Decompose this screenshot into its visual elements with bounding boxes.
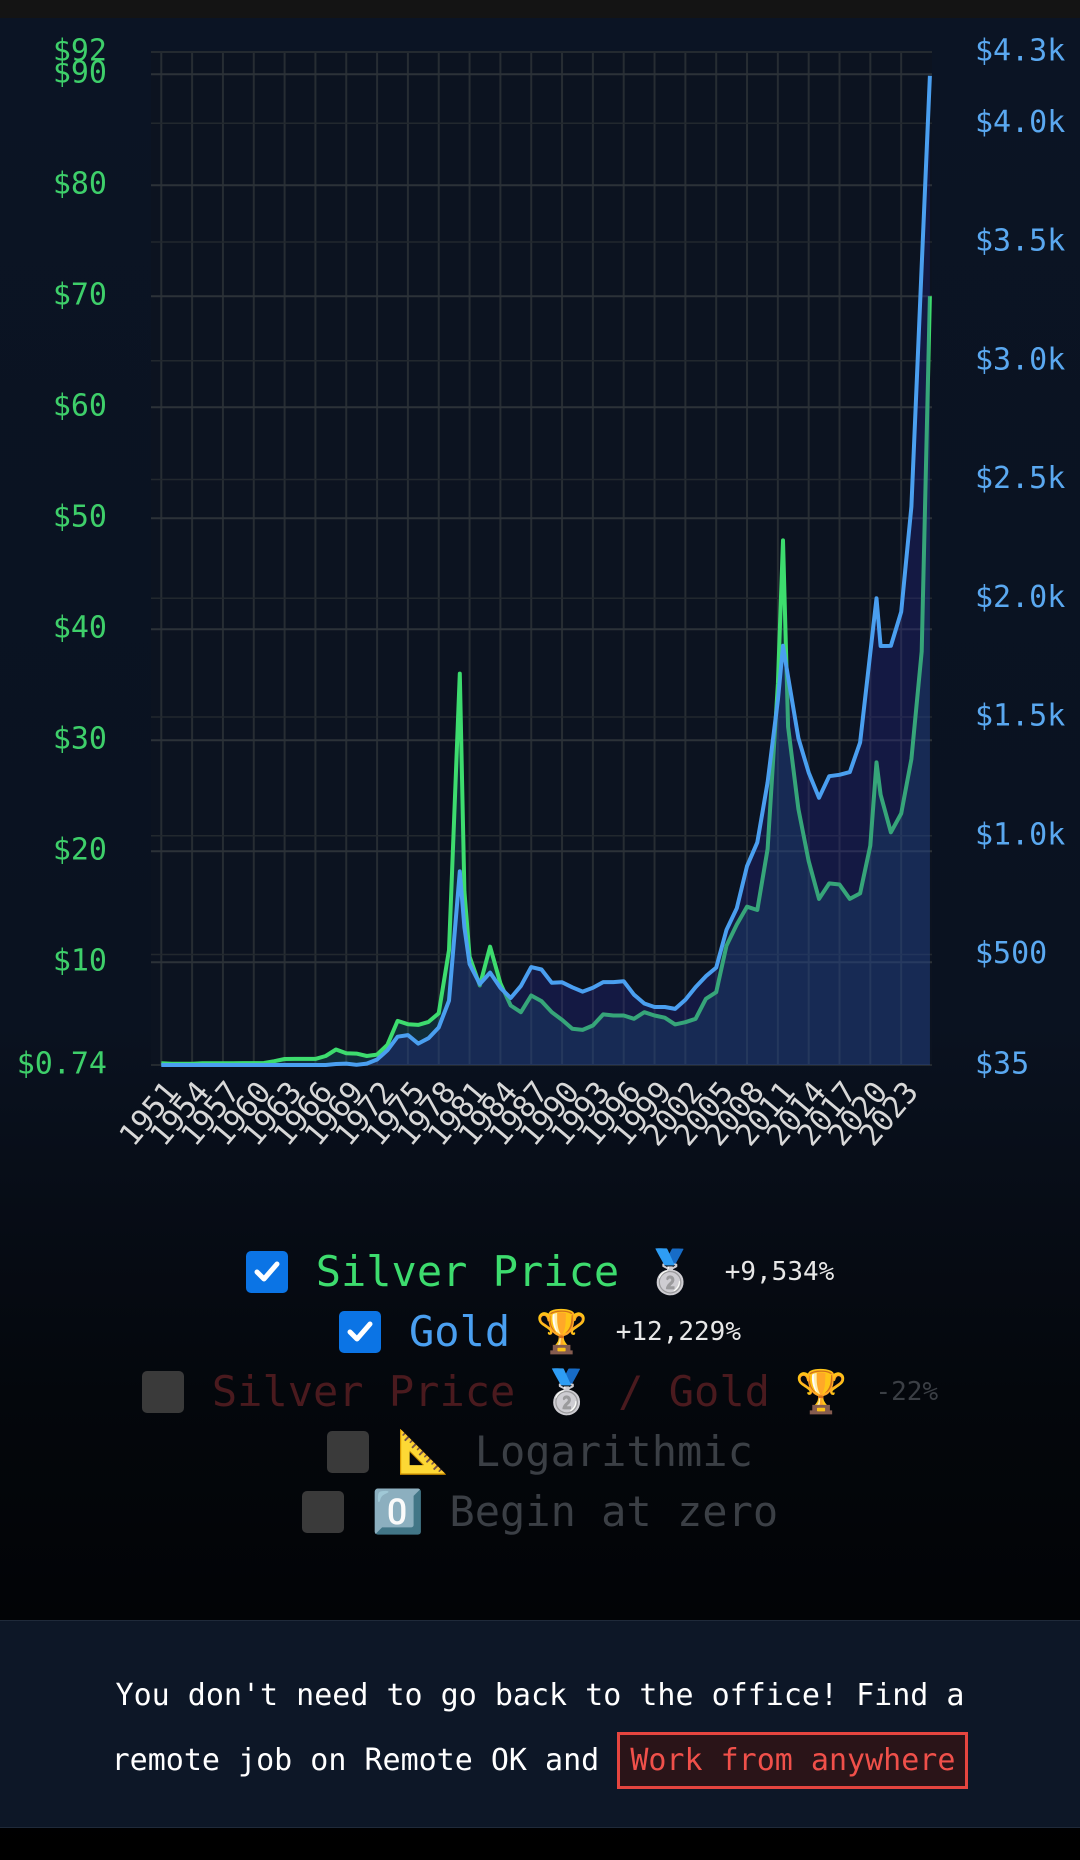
y2-tick-label: $3.5k: [975, 224, 1065, 259]
y2-tick-label: $1.0k: [975, 817, 1065, 852]
checkbox[interactable]: [245, 1251, 288, 1293]
series-line: [161, 296, 932, 1066]
option-change: -22%: [875, 1377, 939, 1407]
series-area: [161, 296, 930, 1065]
y2-tick-label: $500: [975, 936, 1047, 971]
y2-tick-label: $2.5k: [975, 461, 1065, 496]
legend-label: Silver Price 🥈: [315, 1247, 697, 1296]
grid: [151, 51, 932, 1066]
y2-tick-label: $35: [975, 1047, 1029, 1082]
option-row[interactable]: 0️⃣ Begin at zero: [301, 1482, 779, 1542]
y-tick-label: $20: [53, 833, 107, 868]
check-icon: [347, 1321, 373, 1342]
legend-row[interactable]: Silver Price 🥈 +9,534%: [245, 1242, 835, 1302]
option-row[interactable]: Silver Price 🥈 / Gold 🏆 -22%: [141, 1362, 939, 1422]
y2-tick-label: $1.5k: [975, 699, 1065, 734]
y-tick-label: $92: [53, 34, 107, 69]
footer-text: You don't need to go back to the office!…: [111, 1678, 965, 1778]
y-tick-label: $30: [53, 722, 107, 757]
legend-label: Gold 🏆: [409, 1307, 588, 1356]
option-label: Silver Price 🥈 / Gold 🏆: [211, 1367, 848, 1416]
y2-tick-label: $4.3k: [975, 34, 1065, 69]
checkbox[interactable]: [339, 1311, 382, 1353]
legend-change: +9,534%: [724, 1257, 835, 1287]
chart: $0.74 $10 $20 $30 $40 $50 $60 $70 $80 $90$92 $35 $5…: [17, 34, 1066, 1153]
legend-change: +12,229%: [615, 1317, 741, 1347]
legend: Silver Price 🥈 +9,534% Gold 🏆 +12,229% Silve…: [0, 1242, 1080, 1542]
y-tick-label: $70: [53, 278, 107, 313]
series-area: [161, 75, 930, 1066]
y-tick-label: $90: [53, 56, 107, 91]
y2-tick-label: $3.0k: [975, 342, 1065, 377]
y-tick-label: $50: [53, 500, 107, 535]
y2-tick-label: $2.0k: [975, 580, 1065, 615]
footer-link[interactable]: Work from anywhere: [617, 1732, 969, 1789]
series-line: [161, 75, 932, 1067]
option-row[interactable]: 📐 Logarithmic: [327, 1422, 753, 1482]
y2-tick-label: $4.0k: [975, 105, 1065, 140]
plot-background: [151, 52, 932, 1065]
y-tick-label: $0.74: [17, 1047, 107, 1082]
option-label: 0️⃣ Begin at zero: [371, 1487, 779, 1536]
option-label: 📐 Logarithmic: [397, 1427, 753, 1476]
status-bar: [0, 0, 1080, 18]
checkbox[interactable]: [327, 1431, 370, 1473]
check-icon: [254, 1261, 280, 1282]
y-tick-label: $40: [53, 611, 107, 646]
footer: You don't need to go back to the office!…: [0, 1620, 1080, 1828]
checkbox[interactable]: [301, 1491, 344, 1533]
y-tick-label: $10: [53, 944, 107, 979]
y-tick-label: $80: [53, 167, 107, 202]
y-tick-label: $60: [53, 389, 107, 424]
checkbox[interactable]: [141, 1371, 184, 1413]
legend-row[interactable]: Gold 🏆 +12,229%: [339, 1302, 741, 1362]
